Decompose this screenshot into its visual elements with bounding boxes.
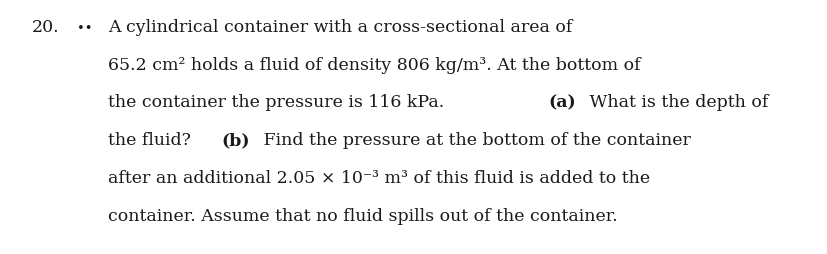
Text: container. Assume that no fluid spills out of the container.: container. Assume that no fluid spills o… (108, 207, 617, 224)
Text: 20.: 20. (31, 19, 59, 36)
Text: What is the depth of: What is the depth of (584, 94, 767, 111)
Text: (b): (b) (222, 132, 250, 149)
Text: 65.2 cm² holds a fluid of density 806 kg/m³. At the bottom of: 65.2 cm² holds a fluid of density 806 kg… (108, 56, 639, 73)
Text: ••: •• (77, 22, 93, 35)
Text: Find the pressure at the bottom of the container: Find the pressure at the bottom of the c… (258, 132, 691, 149)
Text: the fluid?: the fluid? (108, 132, 196, 149)
Text: A cylindrical container with a cross-sectional area of: A cylindrical container with a cross-sec… (108, 19, 571, 36)
Text: (a): (a) (548, 94, 576, 111)
Text: after an additional 2.05 × 10⁻³ m³ of this fluid is added to the: after an additional 2.05 × 10⁻³ m³ of th… (108, 169, 649, 186)
Text: the container the pressure is 116 kPa.: the container the pressure is 116 kPa. (108, 94, 449, 111)
